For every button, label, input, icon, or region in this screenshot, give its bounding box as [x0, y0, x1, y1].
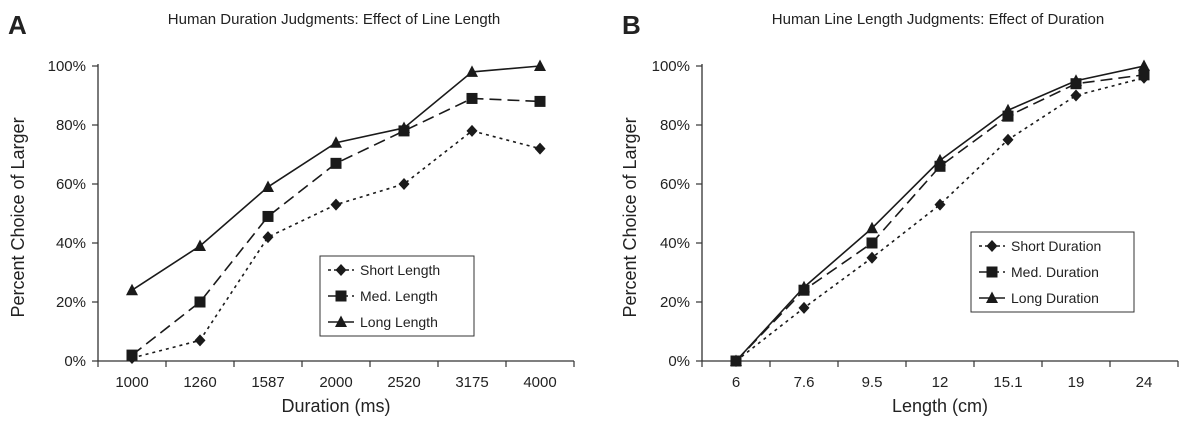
panel-a-x-tick-label: 2520	[387, 374, 420, 391]
panel-a-x-tick-label: 1587	[251, 374, 284, 391]
panel-b-series-triangle-point	[1070, 74, 1082, 86]
panel-b-x-tick-label: 19	[1068, 374, 1085, 391]
panel-b-legend-marker	[986, 240, 998, 252]
panel-a-x-tick-label: 1000	[115, 374, 148, 391]
panel-b-letter: B	[622, 10, 641, 40]
panel-b-title: Human Line Length Judgments: Effect of D…	[772, 11, 1104, 28]
panel-a-y-tick-label: 80%	[56, 117, 86, 134]
panel-b-legend-label: Long Duration	[1011, 290, 1099, 306]
panel-b-y-tick-label: 100%	[652, 58, 690, 75]
panel-a-series-diamond-point	[398, 178, 410, 190]
panel-b-series-square-point	[934, 160, 946, 172]
panel-b-y-tick-label: 60%	[660, 176, 690, 193]
panel-b-series-diamond-point	[798, 301, 810, 314]
panel-a-legend-marker	[335, 290, 347, 302]
panel-a-series-triangle-point	[534, 59, 546, 71]
panel-a-series-triangle-point	[126, 283, 138, 296]
panel-b-series-square-line	[735, 74, 1145, 362]
panel-b-series-square-point	[866, 237, 878, 249]
panel-a-series-square-point	[330, 157, 342, 169]
panel-b-legend-label: Short Duration	[1011, 238, 1101, 254]
panel-b-series-square-point	[1138, 69, 1150, 81]
panel-b-x-tick-label: 6	[732, 374, 740, 391]
panel-b-series-square-point	[1002, 110, 1014, 122]
panel-b-series-triangle-point	[1138, 59, 1150, 71]
panel-a-series-diamond-point	[534, 142, 546, 155]
panel-b-x-tick-label: 24	[1136, 374, 1153, 391]
panel-b-series-diamond	[730, 71, 1150, 367]
panel-b-series-triangle-point	[1002, 103, 1014, 116]
panel-a-legend-label: Short Length	[360, 262, 440, 278]
panel-b: B Human Line Length Judgments: Effect of …	[620, 10, 1179, 416]
panel-a-legend-label: Med. Length	[360, 288, 438, 304]
panel-b-y-axis-label: Percent Choice of Larger	[620, 117, 640, 317]
panel-a-letter: A	[8, 10, 27, 40]
panel-b-series-triangle	[730, 59, 1150, 366]
panel-a-x-tick-label: 2000	[319, 374, 352, 391]
panel-b-series-triangle-point	[866, 221, 878, 234]
panel-b-series-diamond-line	[735, 77, 1145, 362]
panel-b-legend-marker	[986, 291, 998, 303]
panel-b-y-tick-label: 40%	[660, 235, 690, 252]
panel-a-legend-marker	[335, 264, 347, 276]
panel-a-series-square-point	[262, 210, 274, 222]
panel-a-series-triangle-point	[262, 180, 274, 192]
panel-b-x-tick-label: 9.5	[862, 374, 883, 391]
panel-a-legend-marker	[335, 315, 347, 327]
panel-a-legend: Short Length Med. Length Long Length	[319, 255, 475, 337]
panel-a-series-triangle-point	[398, 121, 410, 133]
panel-a-series-diamond-point	[466, 124, 478, 137]
panel-a-x-tick-label: 4000	[523, 374, 556, 391]
panel-b-series-square	[730, 69, 1150, 367]
panel-a-series-triangle-point	[330, 136, 342, 148]
panel-a-series-triangle-point	[466, 65, 478, 77]
panel-a-series-square-point	[466, 92, 478, 104]
panel-a: A Human Duration Judgments: Effect of Lin…	[8, 10, 575, 416]
panel-b-series-triangle-point	[730, 354, 742, 366]
panel-b-x-tick-label: 15.1	[993, 374, 1022, 391]
panel-a-y-tick-label: 100%	[48, 58, 86, 75]
panel-a-y-tick-label: 0%	[64, 353, 86, 370]
panel-b-series-triangle-point	[798, 280, 810, 293]
panel-a-series-diamond-point	[262, 231, 274, 244]
panel-a-series-square-point	[534, 95, 546, 107]
panel-b-legend-label: Med. Duration	[1011, 264, 1099, 280]
panel-a-series-square-point	[194, 296, 206, 308]
panel-a-x-tick-label: 3175	[455, 374, 488, 391]
panel-b-x-tick-label: 12	[932, 374, 949, 391]
panel-a-y-tick-label: 40%	[56, 235, 86, 252]
panel-a-series-diamond-point	[194, 334, 206, 347]
panel-a-x-axis-label: Duration (ms)	[281, 396, 390, 416]
panel-b-y-tick-label: 20%	[660, 294, 690, 311]
panel-b-series-diamond-point	[1002, 133, 1014, 146]
panel-b-x-tick-label: 7.6	[794, 374, 815, 391]
panel-a-series-triangle-point	[194, 239, 206, 251]
panel-b-y-tick-label: 0%	[668, 353, 690, 370]
panel-a-y-tick-label: 60%	[56, 176, 86, 193]
panel-b-y-tick-label: 80%	[660, 117, 690, 134]
panel-b-series-triangle-point	[934, 153, 946, 166]
panel-a-y-axis-label: Percent Choice of Larger	[8, 117, 28, 317]
panel-a-series-triangle	[126, 59, 546, 296]
panel-b-x-axis-label: Length (cm)	[892, 396, 988, 416]
panel-b-legend: Short Duration Med. Duration Long Duration	[970, 231, 1135, 313]
panel-b-series-diamond-point	[866, 251, 878, 264]
panel-b-series-triangle-line	[735, 65, 1145, 362]
panel-a-y-tick-label: 20%	[56, 294, 86, 311]
panel-a-x-tick-label: 1260	[183, 374, 216, 391]
panel-b-series-diamond-point	[934, 198, 946, 211]
panel-a-series-diamond-point	[330, 198, 342, 211]
panel-b-series-diamond-point	[1070, 89, 1082, 102]
panel-a-title: Human Duration Judgments: Effect of Line…	[168, 11, 500, 28]
panel-a-legend-label: Long Length	[360, 314, 438, 330]
panel-a-series-square-point	[126, 349, 138, 361]
panel-b-legend-marker	[986, 266, 998, 278]
